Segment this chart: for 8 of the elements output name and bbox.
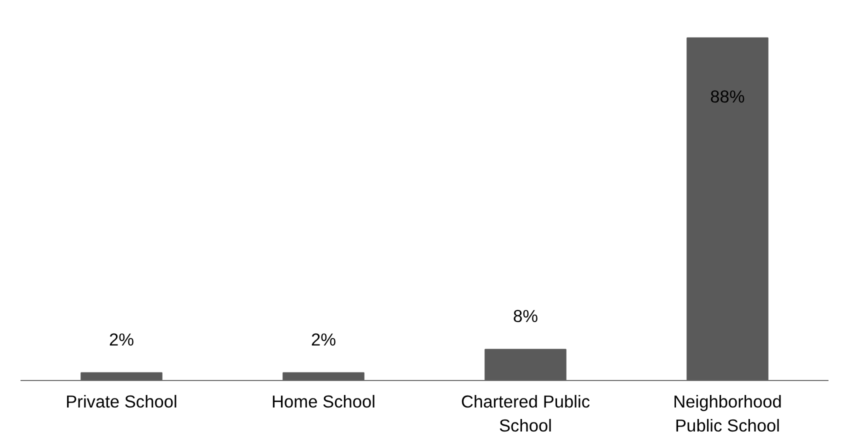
x-tick-label: Home School <box>271 392 376 412</box>
data-label: 88% <box>710 86 745 106</box>
x-tick-label: Neighborhood Public School <box>673 392 782 436</box>
x-tick-label: Private School <box>66 392 178 412</box>
data-label: 2% <box>108 329 134 350</box>
x-tick-label: Chartered Public School <box>460 392 590 436</box>
data-label: 8% <box>512 306 538 326</box>
data-label: 2% <box>310 329 336 350</box>
